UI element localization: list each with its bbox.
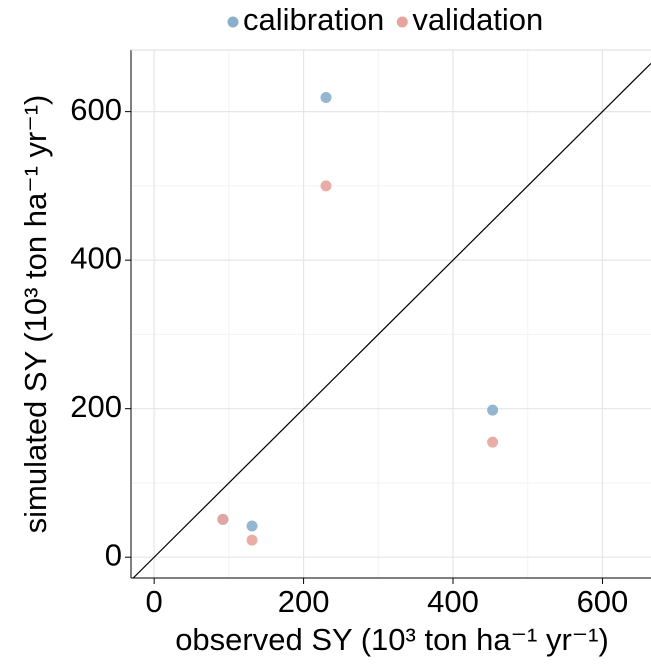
point	[217, 513, 229, 525]
identity-line	[132, 62, 651, 579]
x-tick-label: 200	[278, 584, 330, 619]
x-tick-label: 600	[577, 584, 629, 619]
legend-marker	[396, 16, 408, 28]
y-tick-label: 200	[70, 389, 122, 424]
point	[320, 180, 332, 192]
legend-marker	[227, 16, 239, 28]
point	[487, 404, 499, 416]
x-tick-label: 0	[146, 584, 163, 619]
y-tick-label: 600	[70, 92, 122, 127]
y-tick-label: 400	[70, 240, 122, 275]
y-tick-label: 0	[105, 537, 122, 572]
point	[246, 520, 258, 532]
y-axis-label: simulated SY (10³ ton ha⁻¹ yr⁻¹)	[18, 95, 53, 534]
x-tick-label: 400	[427, 584, 479, 619]
legend-label: calibration	[243, 2, 384, 37]
point	[487, 436, 499, 448]
point	[320, 92, 332, 104]
legend-label: validation	[412, 2, 543, 37]
x-axis-label: observed SY (10³ ton ha⁻¹ yr⁻¹)	[175, 622, 609, 657]
point	[246, 534, 258, 546]
